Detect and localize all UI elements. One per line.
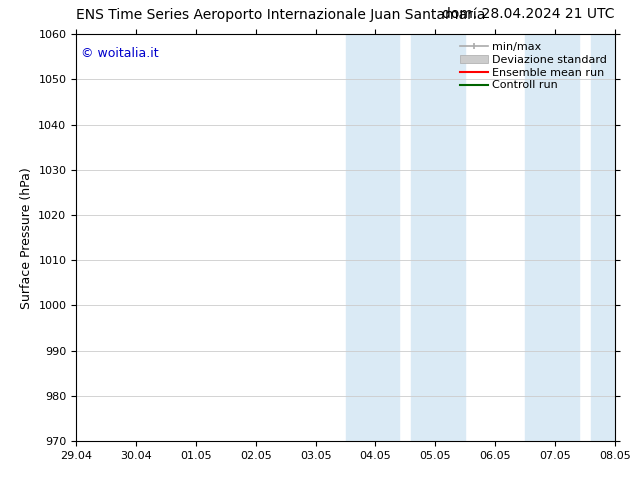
Legend: min/max, Deviazione standard, Ensemble mean run, Controll run: min/max, Deviazione standard, Ensemble m…	[456, 38, 612, 95]
Y-axis label: Surface Pressure (hPa): Surface Pressure (hPa)	[20, 167, 33, 309]
Bar	[411, 34, 465, 441]
Text: ENS Time Series Aeroporto Internazionale Juan Santamaría: ENS Time Series Aeroporto Internazionale…	[76, 7, 486, 22]
Bar	[591, 34, 615, 441]
Bar	[525, 34, 579, 441]
Bar	[346, 34, 399, 441]
Text: © woitalia.it: © woitalia.it	[81, 47, 159, 59]
Text: dom. 28.04.2024 21 UTC: dom. 28.04.2024 21 UTC	[443, 7, 615, 22]
